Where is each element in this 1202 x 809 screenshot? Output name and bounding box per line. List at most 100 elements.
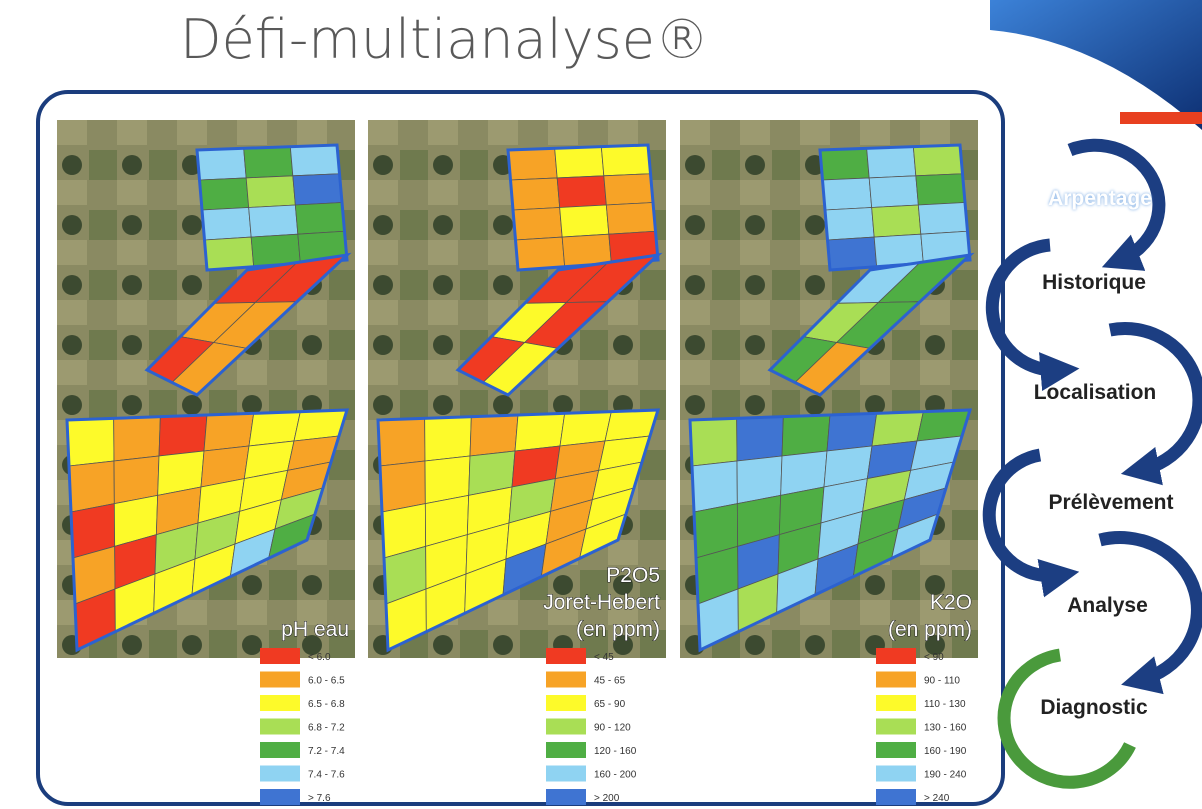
slide-title: Défi-multianalyse® [180, 8, 710, 71]
legend-label: > 200 [594, 793, 620, 804]
legend-label: 120 - 160 [594, 746, 637, 757]
field-parcel [510, 177, 561, 211]
legend-swatch [260, 789, 300, 805]
map-panel: K2O (en ppm) [680, 120, 978, 658]
field-parcel [507, 147, 558, 181]
field-parcel [605, 202, 656, 235]
field-parcel [289, 144, 340, 177]
field-parcel [917, 202, 968, 235]
legend-label: 6.8 - 7.2 [308, 723, 345, 734]
arrow [982, 448, 1080, 598]
field-parcel [68, 460, 115, 513]
field-outline [65, 408, 350, 653]
process-step: Analyse [1067, 594, 1148, 617]
legend-swatch [876, 765, 916, 782]
map-label: pH eau [281, 618, 349, 641]
legend-swatch [876, 718, 916, 735]
field-parcel [292, 173, 343, 206]
legend-label: 160 - 200 [594, 770, 637, 781]
field-parcel [600, 144, 651, 177]
field-parcel [158, 414, 208, 457]
field-parcel [819, 147, 870, 181]
field-parcel [514, 412, 566, 452]
field-outline [818, 143, 972, 272]
field-parcel [515, 236, 566, 271]
cycle-arrows [982, 138, 1202, 789]
field-parcel [248, 204, 299, 238]
field-outline [455, 252, 663, 397]
legend-label: 65 - 90 [594, 699, 626, 710]
map-label: (en ppm) [888, 618, 972, 641]
legend-swatch [546, 695, 586, 711]
map-label: Joret-Hebert [543, 591, 660, 614]
process-step: Prélèvement [1048, 491, 1174, 514]
legend-label: 6.0 - 6.5 [308, 676, 345, 687]
legend-label: 45 - 65 [594, 676, 626, 687]
process-step: Localisation [1033, 381, 1157, 404]
legend-label: 6.5 - 6.8 [308, 699, 345, 710]
legend-swatch [876, 789, 916, 805]
field-parcel [66, 417, 115, 467]
field-parcel [554, 146, 605, 179]
field-parcel [866, 146, 917, 179]
map-label: (en ppm) [576, 618, 660, 641]
field-parcel [377, 417, 426, 467]
field-outline [144, 252, 352, 397]
legend-swatch [260, 765, 300, 782]
legend-label: 160 - 190 [924, 746, 967, 757]
legend-swatch [546, 742, 586, 758]
arrow [985, 238, 1080, 391]
legend-swatch [546, 765, 586, 782]
map-label: K2O [930, 591, 972, 614]
legend-label: < 6.0 [308, 652, 331, 663]
field-parcel [201, 207, 252, 241]
field-parcel [199, 177, 250, 211]
legend-label: 90 - 110 [924, 676, 960, 687]
legend-swatch [260, 718, 300, 735]
field-parcel [243, 146, 294, 179]
legend-swatch [546, 648, 586, 664]
map-frame [36, 90, 1005, 806]
field-outline [688, 408, 973, 653]
legend-swatch [260, 695, 300, 711]
map-panel: pH eau [57, 120, 355, 658]
legend-swatch [876, 742, 916, 758]
field-parcel [915, 173, 966, 206]
legend-swatch [876, 695, 916, 711]
arrow [1098, 531, 1202, 695]
field-parcel [912, 144, 963, 177]
legend-swatch [546, 718, 586, 735]
field-outline [376, 408, 661, 653]
field-parcel [196, 147, 247, 181]
field-parcel [424, 416, 472, 462]
field-parcel [691, 460, 738, 513]
field-parcel [469, 414, 519, 457]
arrow [1108, 322, 1202, 486]
corner-decoration [990, 0, 1202, 130]
field-parcel [245, 175, 296, 208]
field-parcel [824, 207, 875, 241]
process-step: Historique [1042, 271, 1146, 294]
arrow [997, 648, 1136, 789]
field-parcel [603, 173, 654, 206]
field-parcel [294, 202, 345, 235]
legend-label: < 90 [924, 652, 944, 663]
field-outline [195, 143, 349, 272]
field-parcel [871, 204, 922, 238]
legend-label: 130 - 160 [924, 723, 967, 734]
field-parcel [822, 177, 873, 211]
field-outline [767, 252, 975, 397]
legend-label: 90 - 120 [594, 723, 631, 734]
field-parcel [781, 414, 831, 457]
legend-label: 7.4 - 7.6 [308, 770, 345, 781]
arrow [1067, 138, 1166, 271]
field-parcel [556, 175, 607, 208]
field-parcel [379, 460, 426, 513]
process-step: Arpentage [1048, 187, 1152, 210]
legend-swatch [546, 671, 586, 688]
legend-swatch [876, 671, 916, 688]
process-step: Diagnostic [1040, 696, 1148, 719]
legend-label: < 45 [594, 652, 614, 663]
legend-label: 7.2 - 7.4 [308, 746, 345, 757]
field-parcel [736, 416, 784, 462]
